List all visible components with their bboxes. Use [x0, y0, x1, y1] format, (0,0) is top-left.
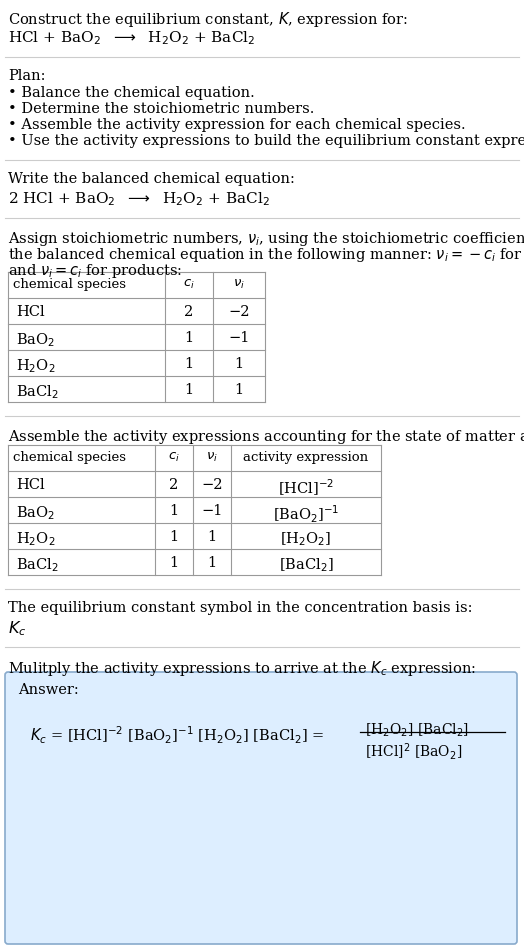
- Text: The equilibrium constant symbol in the concentration basis is:: The equilibrium constant symbol in the c…: [8, 601, 473, 615]
- Text: 1: 1: [234, 383, 244, 397]
- Text: 1: 1: [208, 556, 216, 570]
- Text: Assemble the activity expressions accounting for the state of matter and $\nu_i$: Assemble the activity expressions accoun…: [8, 428, 524, 446]
- Text: activity expression: activity expression: [244, 451, 368, 464]
- Text: 2 HCl + BaO$_2$  $\longrightarrow$  H$_2$O$_2$ + BaCl$_2$: 2 HCl + BaO$_2$ $\longrightarrow$ H$_2$O…: [8, 190, 270, 207]
- Text: HCl + BaO$_2$  $\longrightarrow$  H$_2$O$_2$ + BaCl$_2$: HCl + BaO$_2$ $\longrightarrow$ H$_2$O$_…: [8, 29, 256, 47]
- Text: chemical species: chemical species: [13, 278, 126, 291]
- Text: and $\nu_i = c_i$ for products:: and $\nu_i = c_i$ for products:: [8, 262, 182, 280]
- Text: 1: 1: [184, 357, 193, 371]
- Text: Answer:: Answer:: [18, 683, 79, 697]
- Text: 1: 1: [169, 530, 179, 544]
- Text: −1: −1: [201, 504, 223, 518]
- Text: $\nu_i$: $\nu_i$: [233, 278, 245, 291]
- Text: [H$_2$O$_2$] [BaCl$_2$]: [H$_2$O$_2$] [BaCl$_2$]: [365, 722, 469, 739]
- Text: [BaCl$_2$]: [BaCl$_2$]: [279, 556, 333, 573]
- Text: −1: −1: [228, 331, 250, 345]
- Text: H$_2$O$_2$: H$_2$O$_2$: [16, 357, 56, 375]
- Text: [BaO$_2$]$^{-1}$: [BaO$_2$]$^{-1}$: [273, 504, 339, 525]
- Text: [H$_2$O$_2$]: [H$_2$O$_2$]: [280, 530, 332, 548]
- Text: HCl: HCl: [16, 305, 45, 319]
- Text: $K_c$ = [HCl]$^{-2}$ [BaO$_2$]$^{-1}$ [H$_2$O$_2$] [BaCl$_2$] =: $K_c$ = [HCl]$^{-2}$ [BaO$_2$]$^{-1}$ [H…: [30, 725, 324, 747]
- Text: $c_i$: $c_i$: [183, 278, 195, 291]
- Text: [HCl]$^{-2}$: [HCl]$^{-2}$: [278, 478, 334, 498]
- Text: BaO$_2$: BaO$_2$: [16, 331, 55, 349]
- Text: $c_i$: $c_i$: [168, 451, 180, 464]
- Text: −2: −2: [201, 478, 223, 492]
- Text: BaCl$_2$: BaCl$_2$: [16, 383, 59, 400]
- Text: 1: 1: [169, 556, 179, 570]
- Text: Assign stoichiometric numbers, $\nu_i$, using the stoichiometric coefficients, $: Assign stoichiometric numbers, $\nu_i$, …: [8, 230, 524, 248]
- Text: • Balance the chemical equation.: • Balance the chemical equation.: [8, 86, 255, 100]
- Text: 1: 1: [184, 331, 193, 345]
- Text: • Use the activity expressions to build the equilibrium constant expression.: • Use the activity expressions to build …: [8, 134, 524, 148]
- Text: Plan:: Plan:: [8, 69, 46, 83]
- Text: 2: 2: [169, 478, 179, 492]
- Text: Mulitply the activity expressions to arrive at the $K_c$ expression:: Mulitply the activity expressions to arr…: [8, 659, 476, 678]
- Text: −2: −2: [228, 305, 250, 319]
- Text: • Determine the stoichiometric numbers.: • Determine the stoichiometric numbers.: [8, 102, 314, 116]
- Text: H$_2$O$_2$: H$_2$O$_2$: [16, 530, 56, 548]
- FancyBboxPatch shape: [5, 672, 517, 944]
- Text: 1: 1: [208, 530, 216, 544]
- Text: 1: 1: [169, 504, 179, 518]
- Text: 1: 1: [184, 383, 193, 397]
- Text: $\nu_i$: $\nu_i$: [206, 451, 218, 464]
- Text: chemical species: chemical species: [13, 451, 126, 464]
- Text: HCl: HCl: [16, 478, 45, 492]
- Text: • Assemble the activity expression for each chemical species.: • Assemble the activity expression for e…: [8, 118, 466, 132]
- Text: Write the balanced chemical equation:: Write the balanced chemical equation:: [8, 172, 295, 186]
- Text: $K_c$: $K_c$: [8, 619, 26, 638]
- Text: 1: 1: [234, 357, 244, 371]
- Text: Construct the equilibrium constant, $K$, expression for:: Construct the equilibrium constant, $K$,…: [8, 10, 408, 29]
- Text: BaCl$_2$: BaCl$_2$: [16, 556, 59, 573]
- Text: the balanced chemical equation in the following manner: $\nu_i = -c_i$ for react: the balanced chemical equation in the fo…: [8, 246, 524, 264]
- Text: BaO$_2$: BaO$_2$: [16, 504, 55, 522]
- Text: [HCl]$^2$ [BaO$_2$]: [HCl]$^2$ [BaO$_2$]: [365, 741, 462, 762]
- Text: 2: 2: [184, 305, 194, 319]
